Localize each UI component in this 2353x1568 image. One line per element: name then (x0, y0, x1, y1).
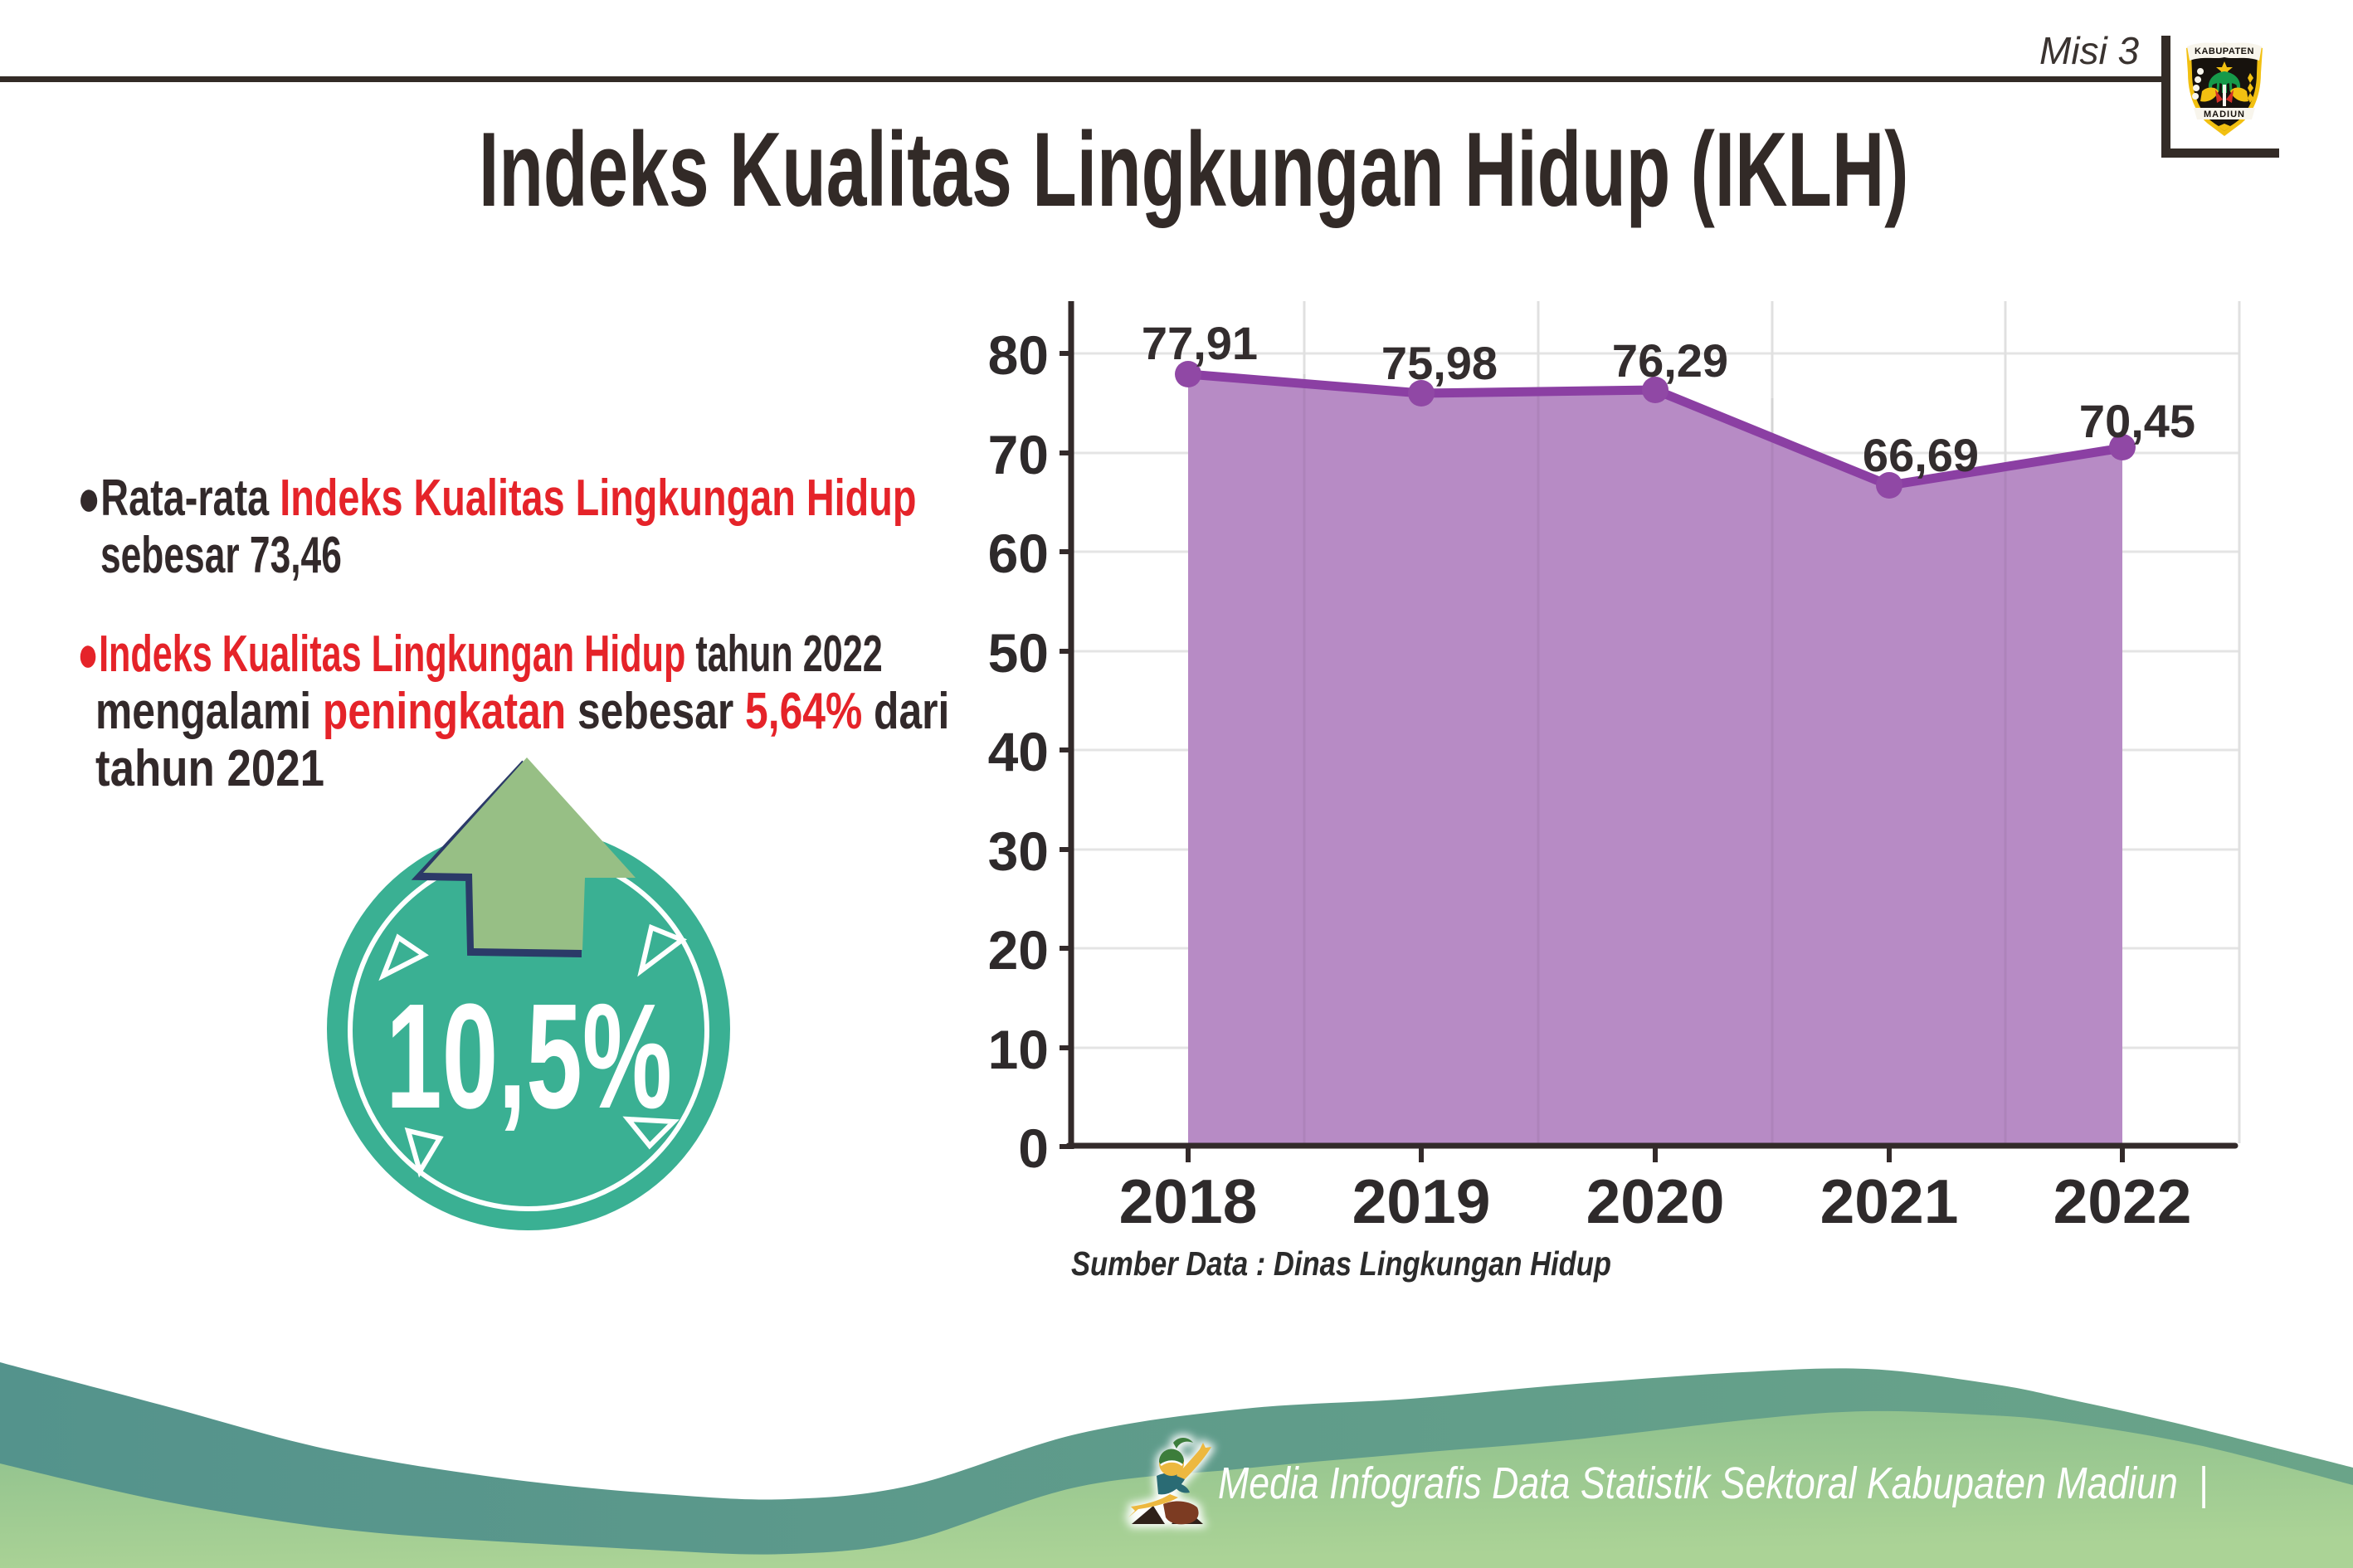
svg-text:MADIUN: MADIUN (2204, 110, 2245, 119)
svg-text:KABUPATEN: KABUPATEN (2195, 46, 2254, 56)
